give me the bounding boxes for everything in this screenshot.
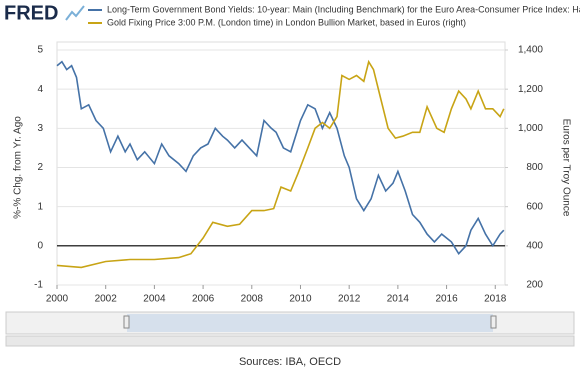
range-handle[interactable] <box>123 315 130 329</box>
x-tick-label: 2006 <box>192 294 215 305</box>
logo-icon <box>65 5 85 21</box>
y2-tick-label: 1,400 <box>518 45 543 56</box>
legend-label: Gold Fixing Price 3:00 P.M. (London time… <box>107 17 466 27</box>
x-tick-label: 2000 <box>46 294 69 305</box>
range-selection[interactable] <box>127 314 493 332</box>
y2-tick-label: 600 <box>526 201 543 212</box>
x-tick-label: 2018 <box>484 294 507 305</box>
y-tick-label: 4 <box>37 84 43 95</box>
y-axis-label: %-% Chg. from Yr. Ago <box>13 116 24 219</box>
y-tick-label: -1 <box>34 280 43 291</box>
x-tick-label: 2016 <box>435 294 458 305</box>
x-tick-label: 2014 <box>387 294 410 305</box>
y2-tick-label: 1,200 <box>518 84 543 95</box>
sources: Sources: IBA, OECD <box>239 356 341 368</box>
series-line <box>56 60 505 256</box>
y-tick-label: 3 <box>37 123 43 134</box>
y-tick-label: 2 <box>37 162 43 173</box>
series-line <box>56 59 505 269</box>
scrollbar[interactable] <box>5 335 575 347</box>
x-tick-label: 2008 <box>241 294 264 305</box>
y-tick-label: 1 <box>37 201 43 212</box>
logo: FRED <box>4 2 58 24</box>
plot-area <box>56 41 506 286</box>
x-tick-label: 2004 <box>143 294 166 305</box>
legend-label: Long-Term Government Bond Yields: 10-yea… <box>107 4 580 14</box>
y2-tick-label: 1,000 <box>518 123 543 134</box>
y2-tick-label: 400 <box>526 240 543 251</box>
x-tick-label: 2012 <box>338 294 361 305</box>
x-tick-label: 2010 <box>289 294 312 305</box>
y-tick-label: 5 <box>37 45 43 56</box>
range-handle[interactable] <box>490 315 497 329</box>
y2-tick-label: 800 <box>526 162 543 173</box>
y2-tick-label: 200 <box>526 280 543 291</box>
x-tick-label: 2002 <box>95 294 118 305</box>
y-tick-label: 0 <box>37 240 43 251</box>
y2-axis-label: Euros per Troy Ounce <box>560 119 571 217</box>
